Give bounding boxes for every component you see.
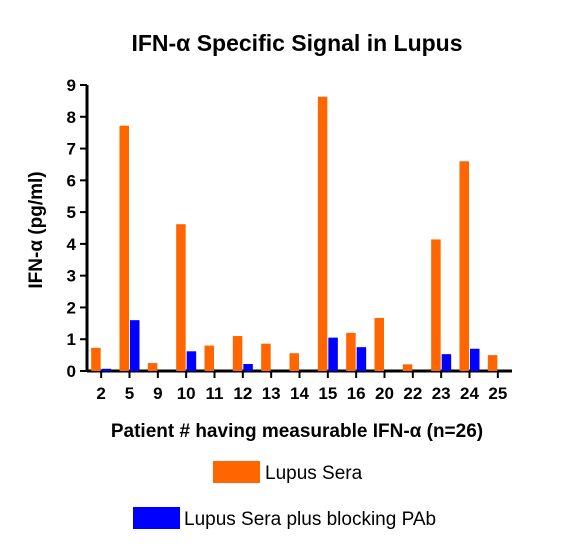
bar-lupus-sera-blocking (356, 347, 367, 371)
legend-swatch (133, 507, 180, 529)
y-tick-label: 8 (67, 108, 76, 127)
bar-lupus-sera-blocking (243, 364, 253, 371)
x-tick-label: 10 (177, 384, 196, 403)
bar-lupus-sera (374, 317, 384, 371)
bars (91, 96, 498, 371)
x-tick-label: 24 (460, 384, 479, 403)
x-tick-label: 20 (375, 384, 394, 403)
bar-lupus-sera (317, 96, 328, 371)
bar-lupus-sera (204, 345, 214, 371)
y-tick-label: 4 (67, 235, 77, 254)
y-tick-label: 6 (67, 171, 76, 190)
legend-label: Lupus Sera plus blocking PAb (184, 509, 436, 530)
chart-title: IFN-α Specific Signal in Lupus (131, 30, 462, 56)
x-tick-label: 25 (488, 384, 507, 403)
y-axis-title: IFN-α (pg/ml) (26, 171, 47, 288)
bar-lupus-sera (232, 336, 243, 371)
bar-lupus-sera-blocking (441, 354, 452, 371)
y-tick-label: 9 (67, 76, 76, 95)
x-tick-label: 11 (206, 384, 224, 403)
y-tick-label: 7 (67, 140, 76, 159)
y-tick-label: 2 (67, 298, 76, 317)
y-tick-label: 1 (67, 330, 76, 349)
bar-lupus-sera (91, 347, 101, 371)
y-tick-label: 0 (67, 362, 76, 381)
legend: Lupus Sera Lupus Sera plus blocking PAb (133, 461, 436, 530)
x-tick-label: 22 (403, 384, 422, 403)
x-tick-label: 9 (153, 384, 162, 403)
legend-label: Lupus Sera (265, 463, 363, 484)
bar-lupus-sera (402, 364, 413, 371)
x-tick-label: 5 (125, 384, 134, 403)
bar-lupus-sera-blocking (470, 348, 480, 371)
bar-lupus-sera-blocking (186, 351, 197, 371)
x-tick-label: 13 (262, 384, 281, 403)
bar-lupus-sera (119, 125, 129, 371)
y-tick-label: 5 (67, 203, 76, 222)
bar-lupus-sera (261, 343, 271, 371)
x-tick-label: 16 (347, 384, 366, 403)
bar-lupus-sera-blocking (101, 368, 112, 371)
bar-lupus-sera (459, 161, 469, 371)
bar-lupus-sera (346, 332, 356, 371)
bar-lupus-sera (176, 224, 186, 371)
legend-swatch (213, 461, 260, 483)
x-tick-label: 23 (432, 384, 451, 403)
bar-lupus-sera-blocking (130, 320, 140, 371)
x-tick-label: 2 (96, 384, 105, 403)
bar-lupus-sera (289, 353, 299, 371)
x-axis-title: Patient # having measurable IFN-α (n=26) (111, 421, 483, 442)
x-tick-label: 15 (318, 384, 337, 403)
x-tick-label: 14 (290, 384, 309, 403)
bar-lupus-sera-blocking (328, 337, 338, 371)
bar-lupus-sera (431, 239, 441, 371)
x-tick-label: 12 (233, 384, 252, 403)
bar-lupus-sera (147, 363, 158, 371)
y-tick-label: 3 (67, 267, 76, 286)
bar-lupus-sera (487, 355, 498, 371)
